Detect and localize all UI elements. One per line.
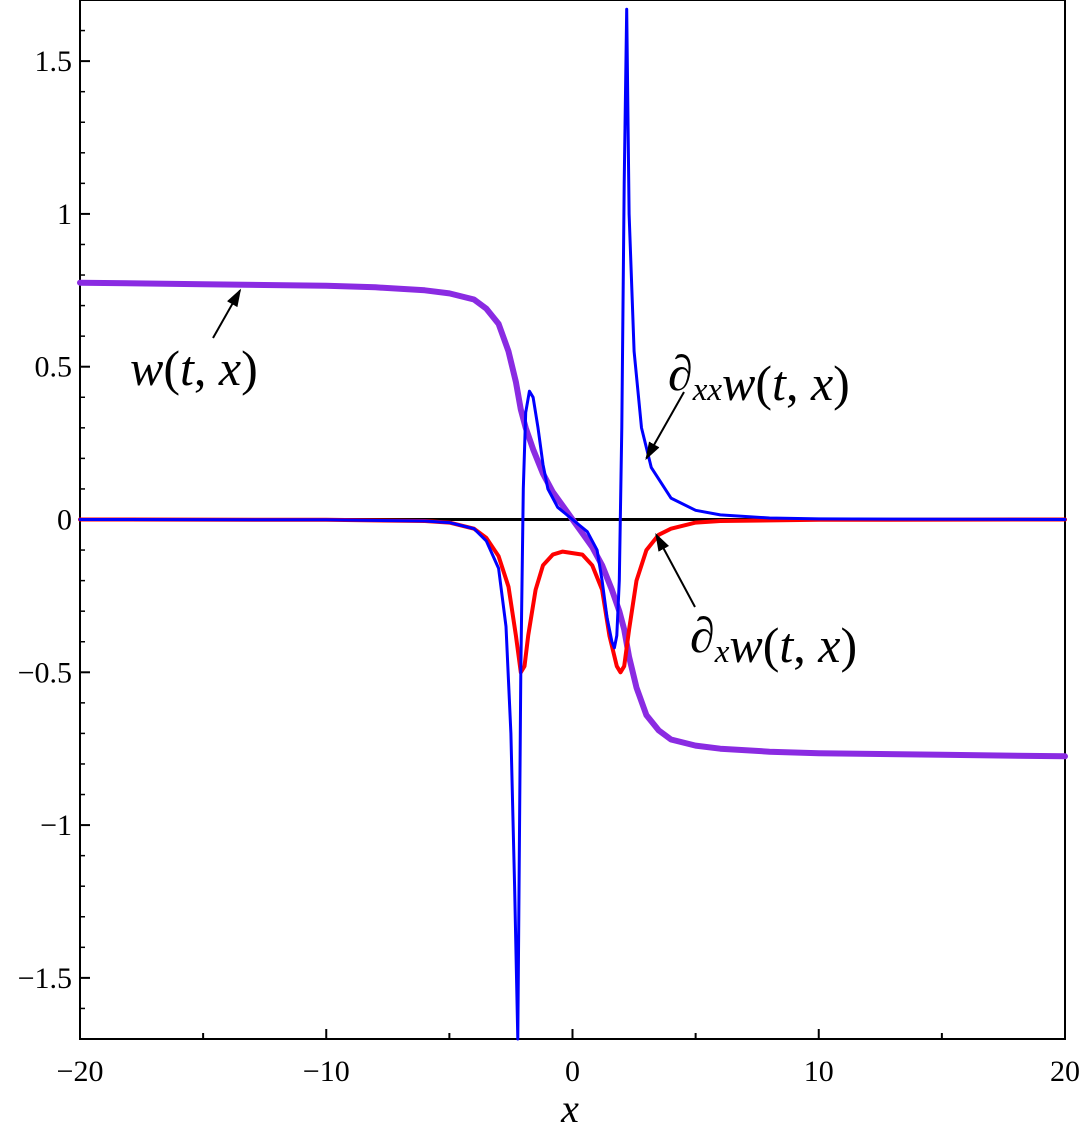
annotation-arrow [655,533,696,608]
y-tick-label: 0.5 [35,351,73,384]
y-tick-label: 0 [57,504,72,537]
y-tick-label: 1.5 [35,45,73,78]
x-tick-label: 10 [804,1055,834,1088]
y-tick-label: −0.5 [18,656,72,689]
x-tick-label: 20 [1050,1055,1080,1088]
dxx-series-line [78,7,1067,1041]
y-tick-label: 1 [57,198,72,231]
x-tick-label: 0 [565,1055,580,1088]
dx-annotation: ∂xw(t, x) [690,607,857,673]
dx-series-line [78,517,1067,675]
annotation-layer: w(t, x) ∂xxw(t, x) ∂xw(t, x) [130,288,857,673]
x-tick-label: −20 [57,1055,104,1088]
annotation-arrow [645,391,685,461]
x-axis-label: x [560,1086,579,1129]
dxx-annotation: ∂xxw(t, x) [668,345,850,411]
y-tick-label: −1 [40,809,72,842]
axis-ticks: −20 −10 0 10 20 −1.5 −1 −0.5 0 0.5 1 1.5 [18,29,1080,1088]
annotation-arrow [212,288,242,339]
series-layer [77,7,1068,1041]
x-tick-label: −10 [303,1055,350,1088]
y-tick-label: −1.5 [18,962,72,995]
w-annotation: w(t, x) [130,340,258,396]
